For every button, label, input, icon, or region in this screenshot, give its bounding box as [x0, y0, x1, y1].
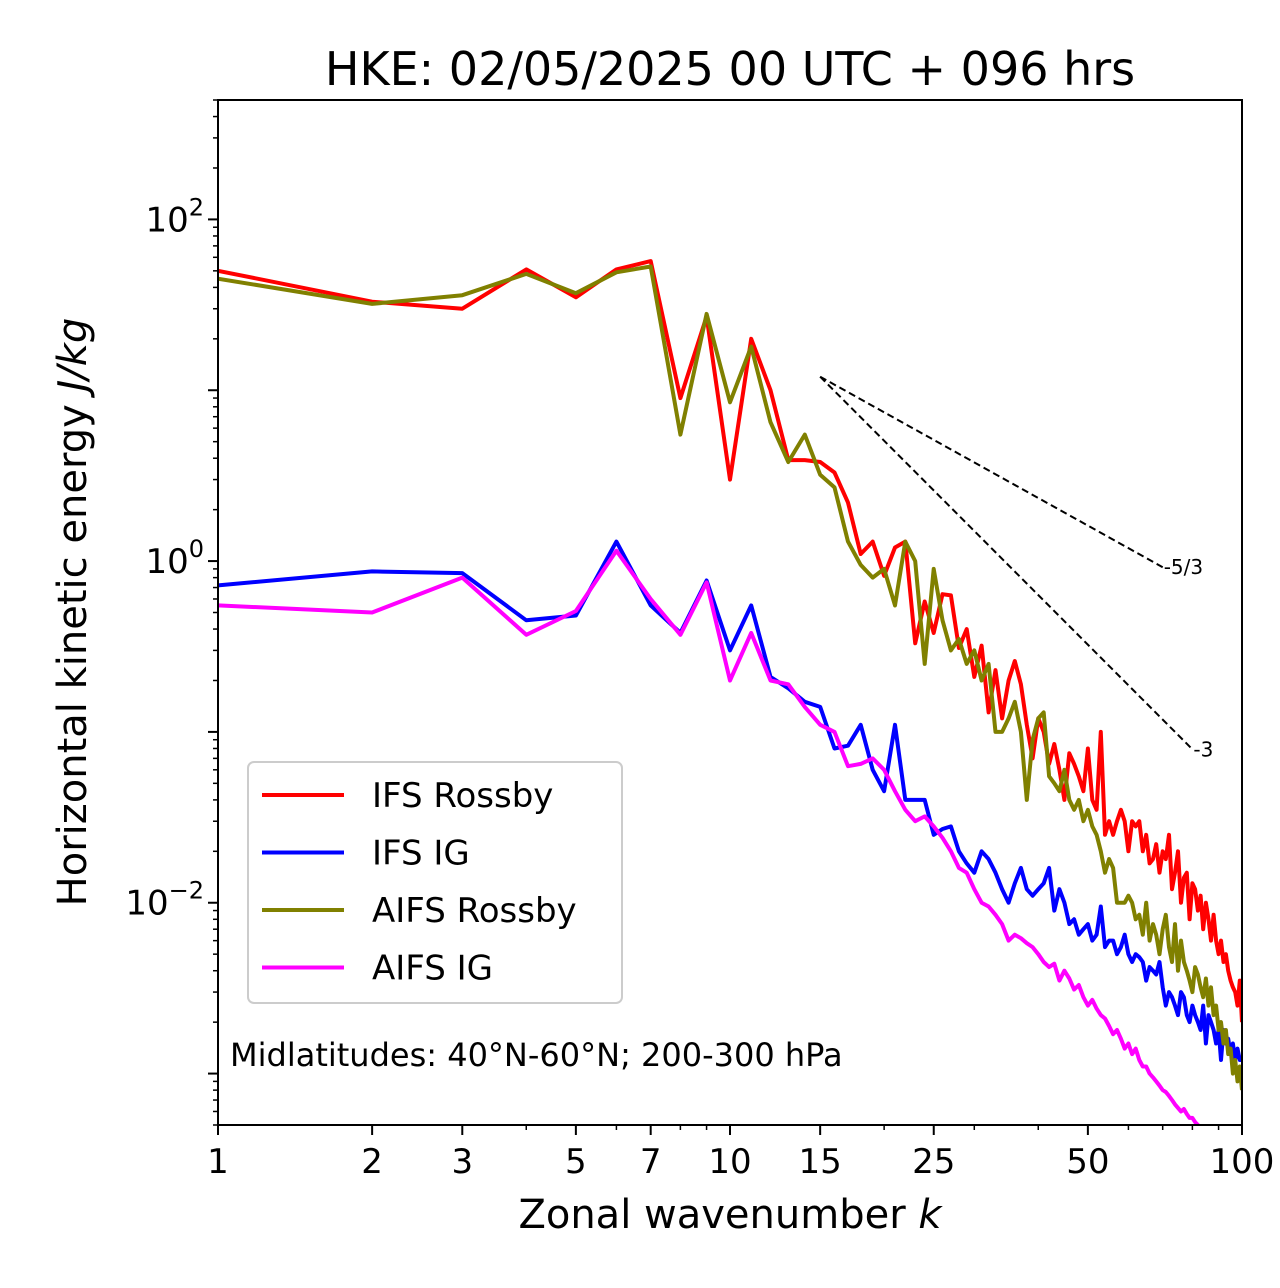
y-tick-label-base: 10	[145, 542, 188, 582]
y-tick-label-exponent: 2	[189, 193, 204, 221]
reference-lines: -5/3 -3	[819, 375, 1213, 761]
series-line-aifs-ig	[218, 548, 1201, 1125]
y-axis-label-var: J/kg	[50, 318, 96, 399]
y-axis-label: Horizontal kinetic energy J/kg	[50, 318, 96, 907]
x-axis-label-var: k	[918, 1192, 943, 1238]
region-annotation: Midlatitudes: 40°N-60°N; 200-300 hPa	[230, 1036, 843, 1074]
reference-line	[819, 375, 1164, 569]
y-axis-label-text: Horizontal kinetic energy	[50, 392, 96, 907]
y-tick-label: 100	[145, 535, 204, 582]
plot-frame	[217, 99, 1243, 1126]
x-tick-label: 5	[565, 1142, 587, 1182]
x-tick-label: 10	[708, 1142, 751, 1182]
x-axis-label-text: Zonal wavenumber	[518, 1192, 918, 1238]
series-line-ifs-ig	[218, 539, 1242, 1062]
y-tick-label-base: 10	[145, 200, 188, 240]
legend: IFS Rossby IFS IG AIFS Rossby AIFS IG	[247, 761, 623, 1004]
chart-title: HKE: 02/05/2025 00 UTC + 096 hrs	[325, 42, 1135, 96]
x-tick-label: 2	[361, 1142, 383, 1182]
x-tick-label: 25	[912, 1142, 955, 1182]
legend-label: AIFS IG	[372, 949, 493, 989]
x-tick-label: 100	[1210, 1142, 1275, 1182]
y-tick-label-base: 10	[125, 884, 168, 924]
reference-line-label: -3	[1193, 737, 1213, 761]
series-line-aifs-rossby	[218, 264, 1242, 1091]
x-tick-label: 50	[1066, 1142, 1109, 1182]
legend-label: IFS Rossby	[372, 776, 553, 816]
x-tick-label: 7	[640, 1142, 662, 1182]
series-line-ifs-rossby	[218, 259, 1242, 1023]
legend-box	[247, 761, 623, 1004]
legend-label: AIFS Rossby	[372, 891, 577, 931]
y-tick-label-exponent: 0	[189, 535, 204, 563]
y-tick-label: 10−2	[125, 877, 204, 924]
y-tick-label-exponent: −2	[169, 877, 204, 905]
y-tick-label: 102	[145, 193, 204, 240]
x-tick-label: 3	[451, 1142, 473, 1182]
series-group	[218, 259, 1242, 1125]
x-axis-label: Zonal wavenumber k	[518, 1192, 943, 1238]
legend-label: IFS IG	[372, 834, 470, 874]
x-tick-label: 15	[799, 1142, 842, 1182]
reference-line-label: -5/3	[1164, 555, 1203, 579]
x-tick-label: 1	[207, 1142, 229, 1182]
